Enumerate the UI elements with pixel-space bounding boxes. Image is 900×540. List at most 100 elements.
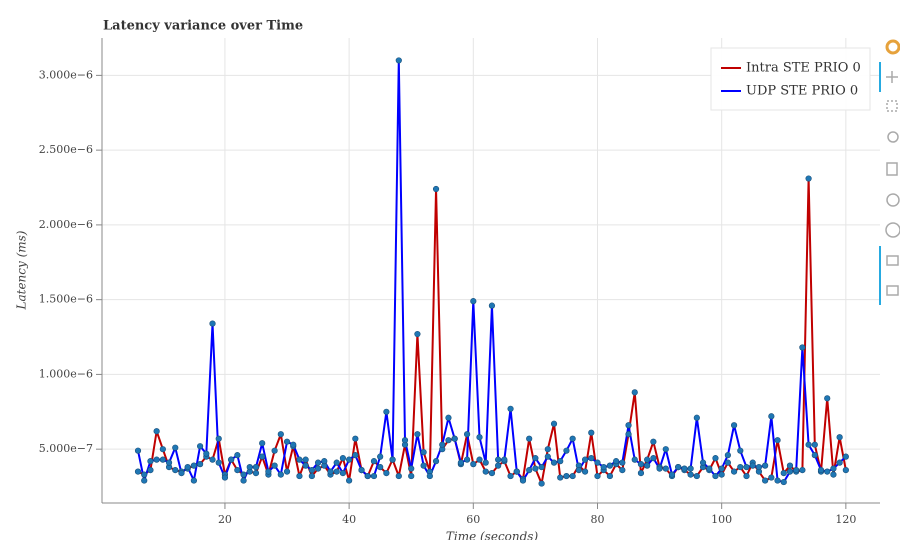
data-point [234,452,241,459]
data-point [718,465,725,472]
data-point [259,453,266,460]
data-point [743,472,750,480]
data-point [470,461,477,468]
data-point [507,472,514,480]
data-point [308,467,315,474]
data-point [172,467,179,474]
help-tool[interactable] [885,222,900,238]
data-point [495,456,502,463]
data-point [358,467,365,474]
data-point [290,441,297,448]
data-point [513,468,520,475]
data-point [215,459,222,466]
data-point [824,468,831,475]
data-point [625,431,632,438]
data-point [600,464,607,471]
data-point [172,444,179,451]
reset-tool[interactable] [886,193,900,207]
hover-tool[interactable] [886,285,899,296]
data-point [184,464,191,471]
data-point [178,469,185,477]
data-point [296,472,303,480]
data-point [283,438,291,445]
data-point [445,437,452,444]
data-point [581,456,589,463]
data-point [581,468,589,475]
data-point [730,468,738,475]
data-point [463,431,471,438]
data-point [377,464,384,471]
data-point [476,456,483,463]
data-point [675,464,682,471]
data-point [730,422,738,429]
data-point [339,469,347,477]
data-point [526,467,533,474]
data-point [712,455,719,462]
data-point [681,465,688,472]
data-point [134,447,142,454]
data-point [563,447,570,454]
data-point [569,435,576,442]
data-point [246,464,253,471]
data-point [737,464,744,471]
data-point [333,459,340,466]
data-point [463,456,471,463]
chart-title: Latency variance over Time [103,19,303,34]
data-point [625,422,632,429]
x-tick-label: 20 [218,513,232,526]
data-point [538,480,545,487]
data-point [637,461,645,468]
save-tool[interactable] [886,162,898,176]
data-point [532,455,539,462]
data-point [221,474,229,481]
data-point [811,452,818,459]
data-point [283,468,291,475]
y-tick-label: 3.000e−6 [39,68,93,81]
box-zoom-tool[interactable] [886,100,898,112]
data-point [277,471,284,478]
data-point [724,459,731,466]
plot-area [134,57,849,487]
pan-tool[interactable] [886,71,898,83]
wheel-zoom-tool[interactable] [887,131,899,143]
data-point [259,440,266,447]
data-point [333,468,340,475]
data-point [550,459,558,466]
data-point [507,405,514,412]
data-point [749,462,756,469]
data-point [805,175,812,182]
x-axis-label: Time (seconds) [446,530,539,540]
data-point [557,458,564,465]
data-point [830,471,837,478]
data-point [414,330,421,338]
data-point [662,465,669,472]
data-point [165,459,173,466]
data-point [799,344,806,351]
data-point [153,456,160,463]
data-point [836,434,843,441]
data-point [432,185,440,193]
toolbar [879,39,900,305]
data-point [799,467,806,474]
data-point [271,447,278,454]
hover-tool[interactable] [886,255,899,266]
data-point [228,456,235,463]
data-point [364,472,371,480]
toolbar-logo[interactable] [885,39,900,55]
data-point [252,464,260,471]
data-point [693,472,700,480]
data-point [762,462,769,469]
data-point [159,446,166,453]
data-point [780,478,787,486]
data-point [277,431,284,438]
data-point [594,459,601,466]
x-tick-label: 60 [466,513,480,526]
legend-label: Intra STE PRIO 0 [746,61,861,76]
data-point [743,464,750,471]
data-point [544,453,551,460]
data-point [308,472,315,480]
data-point [588,455,595,462]
x-tick-label: 100 [711,513,732,526]
data-point [532,465,539,472]
data-point [768,474,775,481]
